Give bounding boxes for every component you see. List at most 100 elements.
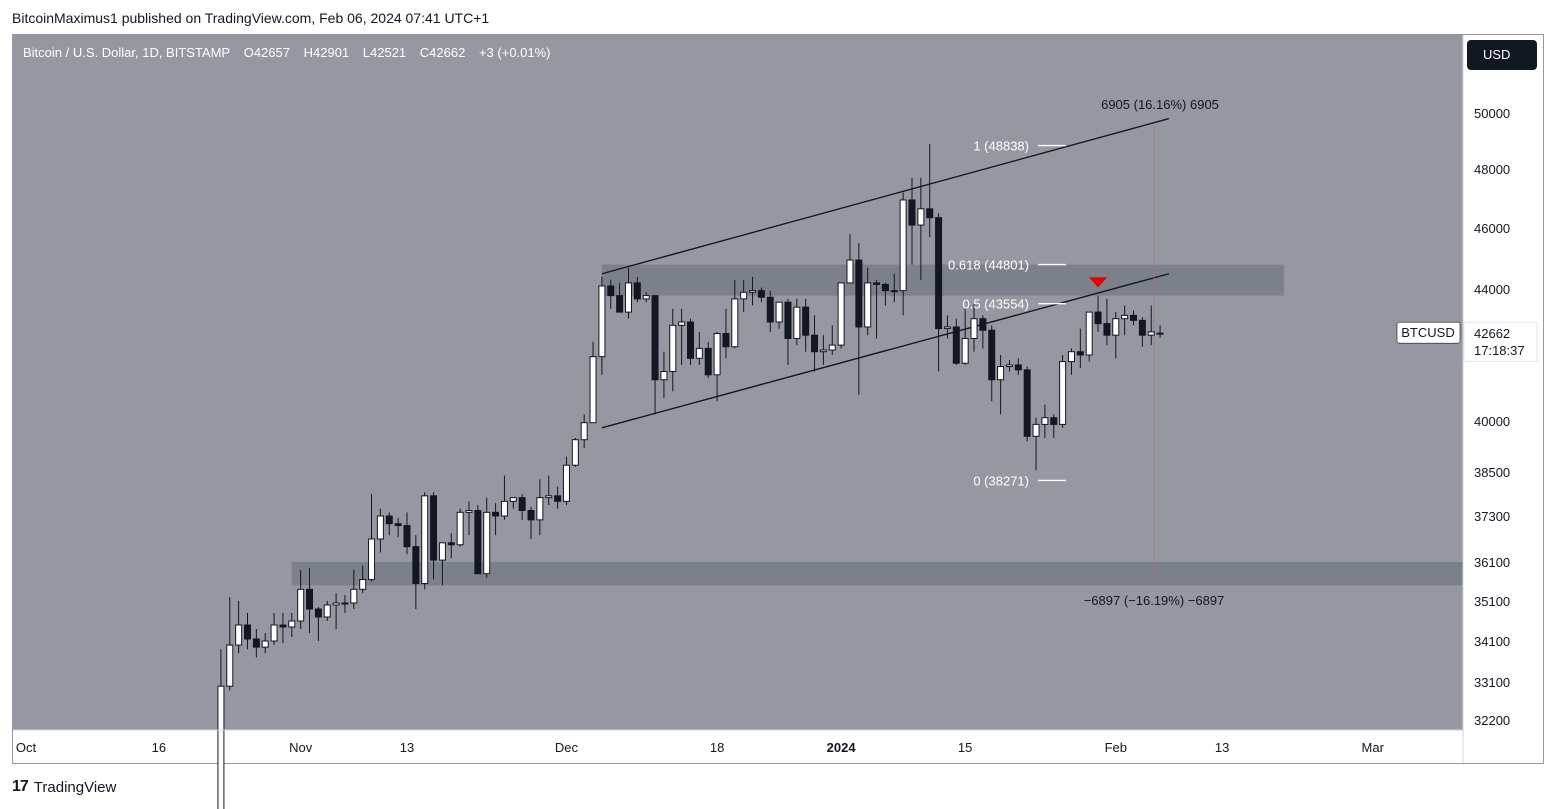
candle[interactable]: [235, 601, 243, 654]
candle[interactable]: [509, 497, 517, 509]
candle[interactable]: [793, 298, 801, 346]
candle[interactable]: [359, 565, 367, 594]
candle[interactable]: [997, 355, 1005, 415]
candle[interactable]: [536, 479, 544, 536]
candle[interactable]: [500, 475, 508, 520]
candle[interactable]: [474, 505, 482, 575]
candle[interactable]: [279, 613, 287, 644]
candle[interactable]: [917, 177, 925, 280]
candle[interactable]: [988, 325, 996, 402]
candle[interactable]: [757, 287, 765, 303]
candle[interactable]: [1112, 312, 1120, 359]
candle[interactable]: [651, 295, 659, 415]
candle[interactable]: [403, 512, 411, 555]
candle[interactable]: [687, 318, 694, 365]
candle[interactable]: [421, 492, 429, 590]
currency-button[interactable]: USD: [1467, 40, 1537, 70]
candle[interactable]: [819, 335, 827, 365]
candle[interactable]: [952, 318, 960, 365]
candle[interactable]: [492, 503, 500, 536]
candle[interactable]: [306, 567, 314, 633]
candle[interactable]: [695, 331, 703, 365]
candle[interactable]: [607, 279, 615, 309]
candle[interactable]: [1005, 359, 1013, 372]
candle[interactable]: [1023, 366, 1031, 442]
candle[interactable]: [669, 308, 677, 392]
candle[interactable]: [908, 177, 916, 265]
candle[interactable]: [252, 629, 260, 658]
candle[interactable]: [1050, 414, 1058, 438]
candle[interactable]: [943, 315, 951, 339]
candle[interactable]: [731, 279, 739, 349]
candle[interactable]: [1041, 404, 1049, 439]
candle[interactable]: [926, 143, 934, 238]
candle[interactable]: [784, 298, 792, 365]
candle[interactable]: [624, 267, 632, 319]
candle[interactable]: [261, 633, 269, 654]
candle[interactable]: [935, 213, 943, 372]
candle[interactable]: [802, 298, 810, 352]
candle[interactable]: [518, 494, 526, 520]
candle[interactable]: [554, 486, 562, 509]
candle[interactable]: [527, 506, 535, 539]
candle[interactable]: [961, 308, 969, 365]
candle[interactable]: [811, 315, 819, 372]
channel-line-upper[interactable]: [601, 117, 1170, 275]
candle[interactable]: [571, 438, 579, 467]
candle[interactable]: [430, 492, 438, 580]
candle[interactable]: [1094, 295, 1102, 332]
candle[interactable]: [1059, 355, 1067, 428]
candle[interactable]: [828, 325, 836, 355]
candle[interactable]: [749, 276, 757, 306]
candle[interactable]: [562, 456, 570, 505]
candle[interactable]: [288, 613, 296, 637]
candle[interactable]: [1121, 305, 1129, 336]
candle[interactable]: [616, 282, 624, 313]
candle[interactable]: [350, 569, 358, 609]
candle[interactable]: [713, 331, 721, 402]
candle[interactable]: [704, 341, 712, 379]
candle[interactable]: [1076, 328, 1084, 369]
candle[interactable]: [775, 301, 783, 329]
candle[interactable]: [642, 292, 650, 303]
candle[interactable]: [722, 308, 730, 359]
candle[interactable]: [1067, 348, 1075, 375]
candle[interactable]: [660, 351, 668, 398]
candle[interactable]: [394, 517, 402, 538]
channel-line-lower[interactable]: [601, 273, 1170, 429]
candle[interactable]: [1014, 358, 1022, 375]
candle[interactable]: [864, 267, 872, 336]
candle[interactable]: [837, 282, 845, 349]
candle[interactable]: [438, 542, 446, 586]
candle[interactable]: [873, 279, 881, 339]
candle[interactable]: [341, 595, 349, 613]
candle[interactable]: [297, 569, 305, 629]
candle[interactable]: [899, 192, 907, 316]
candle[interactable]: [855, 243, 863, 395]
candle[interactable]: [589, 341, 597, 424]
candle[interactable]: [1147, 305, 1155, 346]
candle[interactable]: [385, 512, 393, 536]
candle[interactable]: [1085, 311, 1093, 362]
candle[interactable]: [580, 414, 588, 449]
candle[interactable]: [314, 607, 322, 641]
candle[interactable]: [1138, 317, 1146, 347]
candle[interactable]: [678, 308, 686, 365]
candle[interactable]: [633, 276, 641, 303]
candle[interactable]: [447, 533, 455, 559]
candle[interactable]: [846, 234, 854, 284]
candle[interactable]: [979, 315, 987, 349]
candle[interactable]: [1032, 417, 1040, 471]
candle[interactable]: [465, 501, 473, 536]
candle[interactable]: [1156, 325, 1164, 338]
candle[interactable]: [217, 649, 225, 809]
candle[interactable]: [456, 508, 464, 547]
candle[interactable]: [270, 613, 278, 646]
candle[interactable]: [598, 276, 606, 375]
candle[interactable]: [970, 303, 978, 352]
candle[interactable]: [881, 282, 889, 306]
candle[interactable]: [412, 535, 420, 609]
candle[interactable]: [1103, 298, 1111, 346]
candle[interactable]: [244, 613, 251, 650]
